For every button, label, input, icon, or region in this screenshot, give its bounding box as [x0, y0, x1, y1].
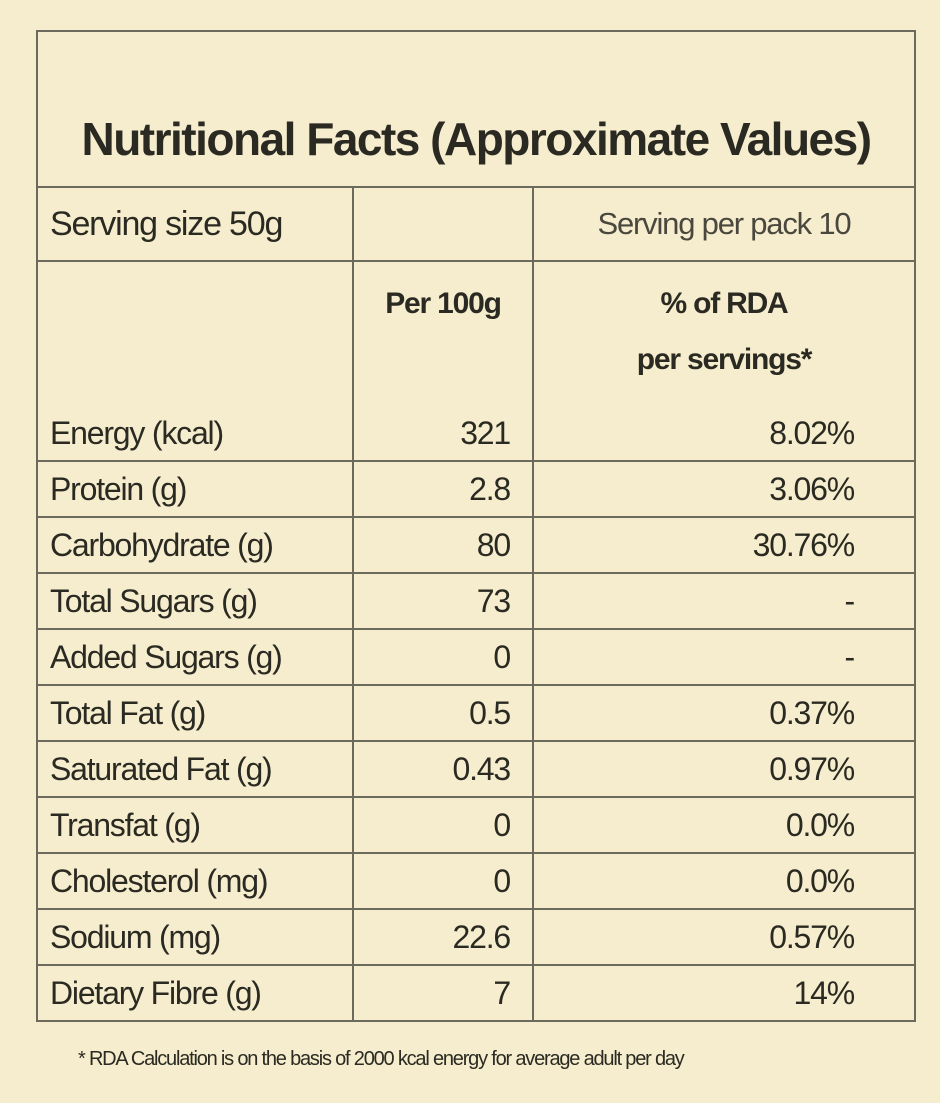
- table-row: Transfat (g) 0 0.0%: [38, 796, 914, 854]
- serving-per-pack: Serving per pack 10: [532, 188, 914, 262]
- per-100g-value: 80: [352, 516, 534, 574]
- nutrient-name: Energy (kcal): [38, 406, 354, 462]
- rda-value: 0.97%: [532, 740, 914, 798]
- per-100g-value: 0: [352, 796, 534, 854]
- rda-value: 0.57%: [532, 908, 914, 966]
- rda-value: 14%: [532, 964, 914, 1020]
- per-100g-value: 321: [352, 406, 534, 462]
- nutrient-name: Protein (g): [38, 460, 354, 518]
- nutrition-grid: Serving size 50g Serving per pack 10 Per…: [38, 188, 914, 1020]
- table-row: Added Sugars (g) 0-: [38, 628, 914, 686]
- table-title: Nutritional Facts (Approximate Values): [38, 32, 914, 188]
- per-100g-value: 2.8: [352, 460, 534, 518]
- nutrient-name: Added Sugars (g): [38, 628, 354, 686]
- table-row: Carbohydrate (g) 80 30.76%: [38, 516, 914, 574]
- serving-size: Serving size 50g: [38, 188, 354, 262]
- nutrient-name: Sodium (mg): [38, 908, 354, 966]
- nutrient-name: Carbohydrate (g): [38, 516, 354, 574]
- per-100g-value: 0: [352, 852, 534, 910]
- rda-line-1: % of RDA: [660, 287, 788, 320]
- table-row: Cholesterol (mg) 0 0.0%: [38, 852, 914, 910]
- rda-value: -: [532, 572, 914, 630]
- empty-cell: [38, 260, 354, 406]
- per-100g-value: 0: [352, 628, 534, 686]
- table-row: Sodium (mg) 22.6 0.57%: [38, 908, 914, 966]
- header-row: Per 100g % of RDA per servings*: [38, 260, 914, 406]
- table-row: Dietary Fibre (g) 7 14%: [38, 964, 914, 1020]
- table-row: Protein (g) 2.8 3.06%: [38, 460, 914, 518]
- rda-value: 0.0%: [532, 852, 914, 910]
- serving-row: Serving size 50g Serving per pack 10: [38, 188, 914, 262]
- table-row: Saturated Fat (g) 0.43 0.97%: [38, 740, 914, 798]
- per-100g-value: 7: [352, 964, 534, 1020]
- footnote: * RDA Calculation is on the basis of 200…: [78, 1048, 685, 1070]
- nutrient-name: Total Sugars (g): [38, 572, 354, 630]
- table-row: Total Fat (g) 0.5 0.37%: [38, 684, 914, 742]
- rda-value: 0.0%: [532, 796, 914, 854]
- per-100g-value: 0.5: [352, 684, 534, 742]
- nutrition-facts-table: Nutritional Facts (Approximate Values) S…: [36, 30, 916, 1022]
- header-rda: % of RDA per servings*: [532, 260, 914, 406]
- rda-value: 0.37%: [532, 684, 914, 742]
- rda-line-2: per servings*: [636, 343, 813, 376]
- rda-value: 8.02%: [532, 406, 914, 462]
- nutrient-name: Total Fat (g): [38, 684, 354, 742]
- nutrient-name: Dietary Fibre (g): [38, 964, 354, 1020]
- nutrient-name: Transfat (g): [38, 796, 354, 854]
- rda-value: 3.06%: [532, 460, 914, 518]
- per-100g-value: 22.6: [352, 908, 534, 966]
- rda-value: -: [532, 628, 914, 686]
- rda-value: 30.76%: [532, 516, 914, 574]
- per-100g-value: 0.43: [352, 740, 534, 798]
- nutrient-name: Saturated Fat (g): [38, 740, 354, 798]
- table-row: Total Sugars (g) 73-: [38, 572, 914, 630]
- empty-cell: [352, 188, 534, 262]
- nutrient-name: Cholesterol (mg): [38, 852, 354, 910]
- per-100g-value: 73: [352, 572, 534, 630]
- header-per-100g: Per 100g: [352, 260, 534, 406]
- table-row: Energy (kcal) 321 8.02%: [38, 406, 914, 462]
